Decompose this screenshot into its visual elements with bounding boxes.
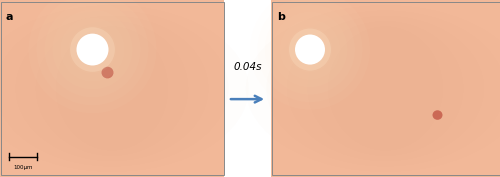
Ellipse shape <box>432 110 442 120</box>
Ellipse shape <box>102 67 114 78</box>
Text: b: b <box>277 12 285 22</box>
Bar <box>0 0 224 177</box>
Text: 0.04s: 0.04s <box>233 62 262 72</box>
Text: a: a <box>6 12 14 22</box>
Ellipse shape <box>70 27 115 72</box>
Bar <box>271 0 500 177</box>
Ellipse shape <box>295 35 325 65</box>
Bar <box>272 2 500 175</box>
Ellipse shape <box>289 28 331 71</box>
Text: 100μm: 100μm <box>13 165 32 170</box>
Bar <box>224 0 271 177</box>
Ellipse shape <box>76 34 108 65</box>
Bar <box>0 2 224 175</box>
